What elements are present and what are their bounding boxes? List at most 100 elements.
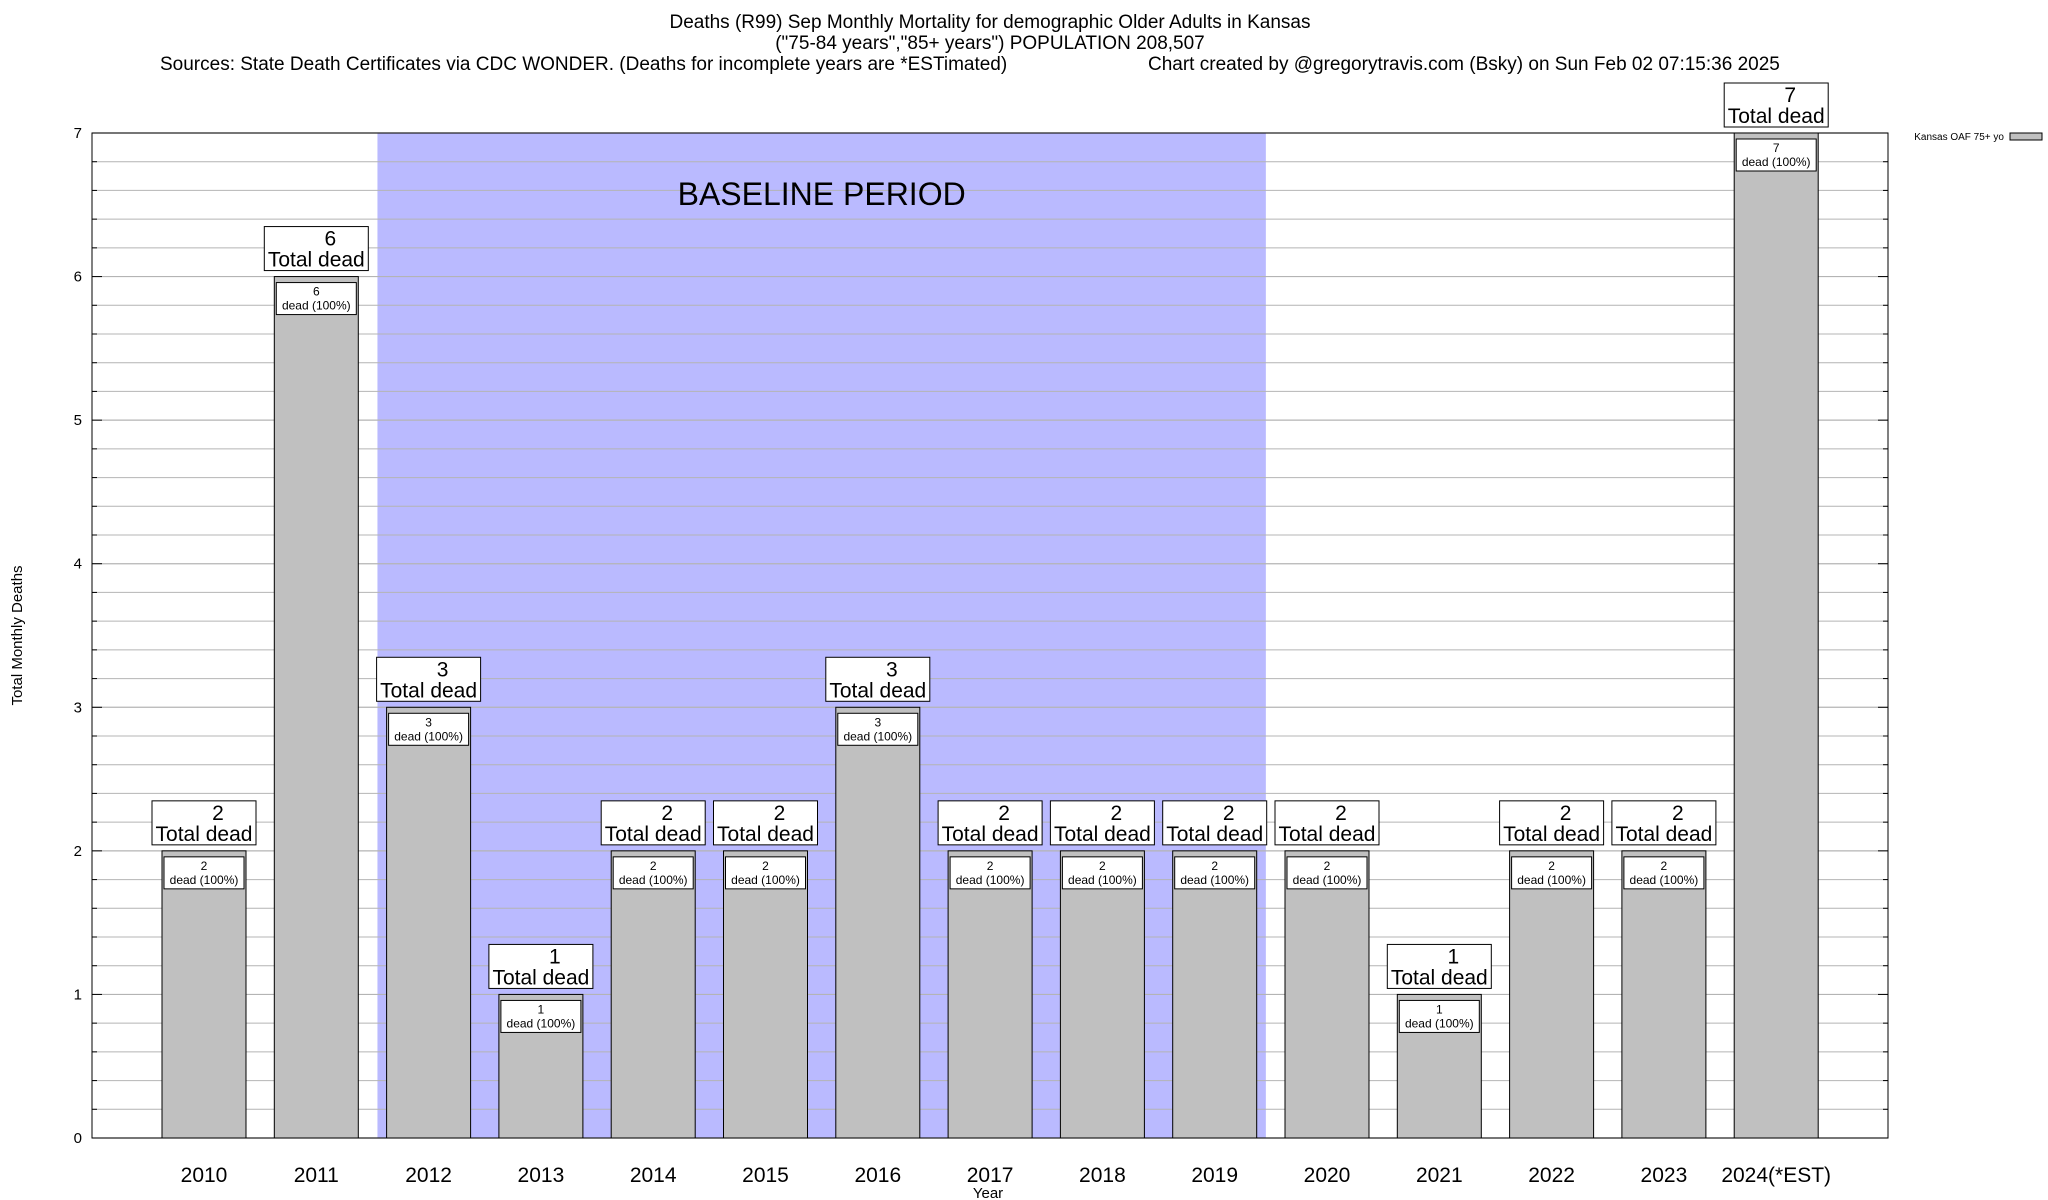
total-label-text: Total dead [829,679,926,702]
inner-label-value: 1 [538,1002,545,1016]
x-tick-label: 2020 [1304,1164,1351,1187]
total-label-box [1499,800,1605,846]
bar-2016 [835,706,921,1139]
total-label-value: 2 [1111,802,1123,825]
x-tick-label: 2016 [854,1164,901,1187]
x-tick-label: 2019 [1191,1164,1238,1187]
chart-title: Deaths (R99) Sep Monthly Mortality for d… [0,12,1980,54]
inner-label-text: dead (100%) [170,873,239,887]
total-label-box [1049,800,1155,846]
x-axis-label: Year [973,1185,1003,1200]
inner-label-value: 2 [762,859,769,873]
total-label-box [1723,82,1829,128]
x-tick-label: 2023 [1641,1164,1688,1187]
bar-2023 [1621,850,1707,1139]
inner-label-value: 2 [1548,859,1555,873]
total-label-box [263,226,369,272]
total-label-box [1611,800,1717,846]
bar-2018 [1059,850,1145,1139]
total-label-text: Total dead [380,679,477,702]
total-label-box [151,800,257,846]
inner-label-text: dead (100%) [1180,873,1249,887]
chart-credit: Chart created by @gregorytravis.com (Bsk… [1148,54,1780,75]
total-label-box [825,656,931,702]
bar-2022 [1509,850,1595,1139]
total-label-value: 2 [774,802,786,825]
x-tick-label: 2017 [967,1164,1014,1187]
bar-2012 [386,706,472,1139]
inner-label-value: 2 [650,859,657,873]
total-label-text: Total dead [156,823,253,846]
y-tick-label: 1 [74,986,82,1003]
x-tick-label: 2021 [1416,1164,1463,1187]
total-label-text: Total dead [1279,823,1376,846]
inner-label-box [1623,856,1705,890]
total-label-value: 2 [1560,802,1572,825]
y-axis-label: Total Monthly Deaths [9,565,26,705]
total-label-text: Total dead [1054,823,1151,846]
inner-label-text: dead (100%) [619,873,688,887]
x-tick-label: 2015 [742,1164,789,1187]
y-tick-label: 4 [74,556,82,573]
total-label-box [1162,800,1268,846]
total-label-value: 6 [324,228,336,251]
total-label-box [488,943,594,989]
total-label-value: 2 [661,802,673,825]
y-tick-label: 7 [74,125,82,142]
bar-2020 [1284,850,1370,1139]
inner-label-text: dead (100%) [731,873,800,887]
inner-label-box [837,712,919,746]
y-tick-label: 3 [74,699,82,716]
inner-label-box [388,712,470,746]
inner-label-value: 2 [1661,859,1668,873]
inner-label-text: dead (100%) [1630,873,1699,887]
inner-label-box [163,856,245,890]
bar-2019 [1172,850,1258,1139]
bar-2017 [947,850,1033,1139]
total-label-text: Total dead [492,966,589,989]
total-label-text: Total dead [1391,966,1488,989]
bar-2014 [610,850,696,1139]
chart-title-line-2: ("75-84 years","85+ years") POPULATION 2… [775,33,1205,54]
x-tick-label: 2012 [405,1164,452,1187]
x-tick-label: 2024(*EST) [1721,1164,1831,1187]
inner-label-text: dead (100%) [843,729,912,743]
bar-2011 [273,276,359,1139]
inner-label-value: 6 [313,285,320,299]
bar-2015 [723,850,808,1139]
inner-label-value: 2 [987,859,994,873]
inner-label-value: 7 [1773,141,1780,155]
inner-label-box [725,856,806,890]
total-label-value: 2 [1335,802,1347,825]
inner-label-value: 2 [1099,859,1106,873]
total-label-text: Total dead [605,823,702,846]
total-label-box [600,800,706,846]
total-label-text: Total dead [1728,105,1825,128]
chart-sources: Sources: State Death Certificates via CD… [160,54,1008,75]
inner-label-box [500,999,582,1033]
total-label-value: 3 [886,658,898,681]
x-tick-label: 2013 [518,1164,565,1187]
total-label-value: 3 [437,658,449,681]
bar-2024(*EST) [1733,132,1819,1139]
total-label-box [1386,943,1492,989]
y-tick-label: 6 [74,269,82,286]
inner-label-text: dead (100%) [507,1016,576,1030]
inner-label-box [275,282,357,316]
inner-label-text: dead (100%) [1293,873,1362,887]
y-tick-label: 5 [74,412,82,429]
inner-label-box [1511,856,1593,890]
x-tick-label: 2014 [630,1164,677,1187]
inner-label-box [1286,856,1368,890]
inner-label-value: 3 [425,715,432,729]
inner-label-value: 2 [1324,859,1331,873]
total-label-box [376,656,482,702]
inner-label-text: dead (100%) [1068,873,1137,887]
total-label-text: Total dead [1615,823,1712,846]
total-label-text: Total dead [717,823,814,846]
total-label-text: Total dead [268,249,365,272]
x-tick-label: 2022 [1528,1164,1575,1187]
baseline-period-label: BASELINE PERIOD [678,176,966,212]
inner-label-value: 3 [874,715,881,729]
inner-label-text: dead (100%) [1405,1016,1474,1030]
